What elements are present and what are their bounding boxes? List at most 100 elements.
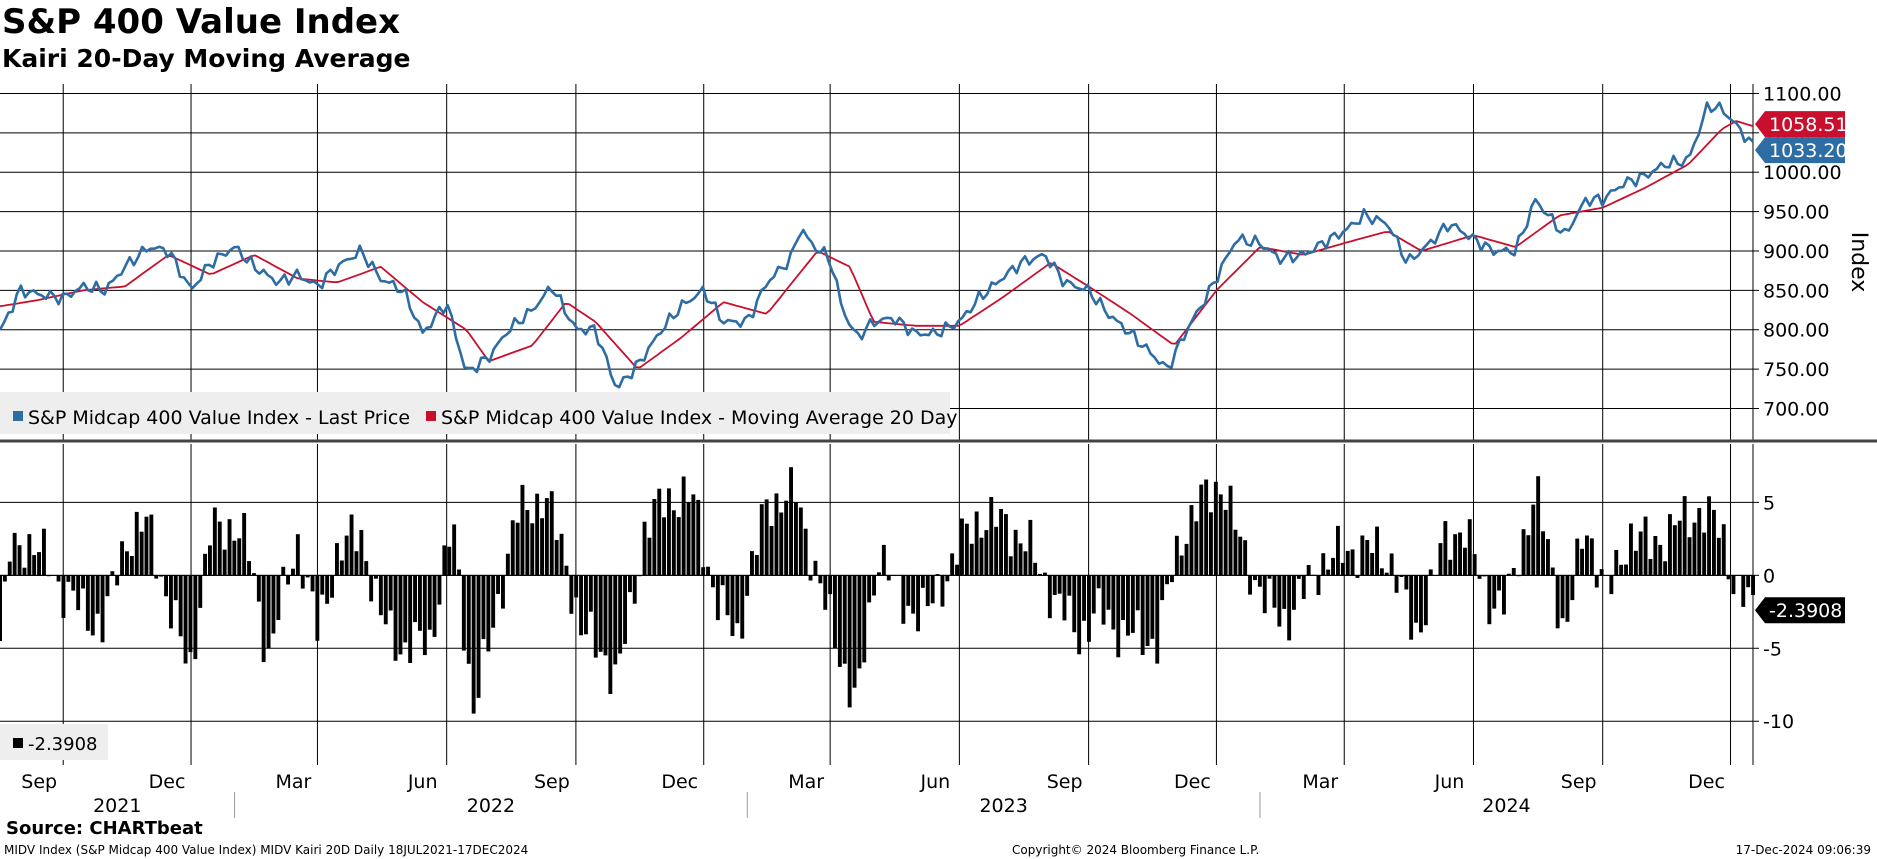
price-last-value-tag: 1033.20 [1755, 137, 1848, 164]
price-tick-label-6: 800.00 [1763, 320, 1829, 342]
year-label-1: 2022 [467, 795, 515, 817]
kairi-bar-193 [940, 575, 945, 607]
kairi-bar-83 [403, 575, 408, 643]
kairi-bar-1 [2, 575, 7, 582]
kairi-bar-165 [803, 528, 808, 576]
kairi-bar-142 [691, 494, 696, 576]
kairi-bar-21 [100, 575, 105, 643]
kairi-bar-187 [911, 575, 916, 614]
kairi-bar-86 [418, 575, 422, 631]
kairi-bar-354 [1726, 575, 1731, 580]
kairi-bar-254 [1238, 536, 1243, 576]
kairi-bar-304 [1482, 575, 1487, 577]
kairi-bar-154 [750, 551, 754, 576]
month-label-10: Mar [1302, 771, 1338, 793]
kairi-bar-92 [447, 546, 452, 576]
kairi-bar-285 [1389, 553, 1394, 576]
month-label-3: Jun [407, 771, 438, 793]
kairi-bar-321 [1565, 575, 1570, 622]
kairi-bar-288 [1404, 575, 1409, 590]
kairi-bar-180 [877, 572, 881, 576]
kairi-bar-220 [1072, 575, 1077, 633]
month-label-11: Jun [1434, 771, 1465, 793]
kairi-bar-197 [960, 518, 964, 576]
price-tick-label-2: 1000.00 [1763, 162, 1842, 184]
month-label-1: Dec [149, 771, 186, 793]
kairi-last-value-tag: -2.3908 [1755, 597, 1845, 624]
kairi-bar-182 [886, 575, 891, 581]
kairi-bar-359 [1751, 575, 1755, 595]
kairi-bar-241 [1174, 535, 1179, 576]
kairi-bar-190 [925, 575, 930, 607]
kairi-bar-249 [1213, 481, 1218, 576]
price-legend-label: S&P Midcap 400 Value Index - Last Price [28, 407, 410, 429]
kairi-bar-90 [437, 575, 442, 605]
kairi-bar-299 [1458, 532, 1462, 576]
price-lines [0, 101, 1754, 389]
kairi-bar-5 [22, 567, 27, 576]
kairi-bar-301 [1467, 519, 1472, 576]
kairi-bar-357 [1741, 575, 1746, 607]
kairi-bar-267 [1301, 575, 1306, 599]
kairi-bar-327 [1594, 575, 1599, 588]
kairi-bar-268 [1306, 565, 1311, 576]
kairi-bar-129 [628, 575, 632, 593]
price-tick-label-3: 950.00 [1763, 202, 1829, 224]
footer-description: MIDV Index (S&P Midcap 400 Value Index) … [4, 843, 529, 857]
month-label-2: Mar [276, 771, 312, 793]
kairi-bars [0, 467, 1755, 714]
kairi-bar-358 [1746, 575, 1751, 588]
kairi-bar-38 [183, 575, 188, 664]
kairi-bar-192 [935, 574, 940, 576]
kairi-tick-label-0: 5 [1763, 492, 1775, 514]
kairi-bar-300 [1463, 547, 1467, 576]
kairi-bar-326 [1589, 538, 1594, 576]
kairi-bar-303 [1477, 575, 1482, 579]
kairi-bar-189 [920, 575, 925, 588]
kairi-bar-150 [730, 575, 735, 636]
kairi-bar-258 [1257, 575, 1262, 587]
kairi-bar-181 [881, 544, 886, 576]
kairi-bar-234 [1140, 575, 1145, 655]
kairi-bar-102 [496, 575, 500, 594]
svg-text:-2.3908: -2.3908 [1769, 600, 1842, 622]
kairi-tick-label-3: -10 [1763, 711, 1794, 733]
kairi-bar-12 [56, 575, 61, 582]
kairi-bar-108 [525, 510, 530, 576]
kairi-bar-212 [1033, 562, 1038, 576]
kairi-bar-247 [1204, 479, 1209, 576]
kairi-bar-275 [1340, 562, 1345, 576]
kairi-bar-188 [916, 575, 920, 632]
kairi-bar-139 [676, 517, 681, 576]
kairi-bar-15 [71, 575, 76, 591]
kairi-bar-174 [847, 575, 852, 708]
kairi-bar-315 [1536, 476, 1541, 576]
kairi-bar-6 [27, 534, 32, 576]
kairi-bar-215 [1047, 575, 1052, 619]
kairi-bar-78 [378, 575, 383, 616]
kairi-bar-85 [413, 575, 417, 623]
kairi-bar-79 [383, 575, 388, 625]
kairi-bar-255 [1243, 540, 1248, 576]
kairi-bar-333 [1624, 564, 1628, 576]
kairi-bar-117 [569, 575, 574, 614]
price-y-axis-title: Index [1846, 232, 1871, 293]
kairi-bar-23 [110, 571, 115, 576]
kairi-tick-label-1: 0 [1763, 565, 1775, 587]
kairi-bar-219 [1067, 575, 1072, 596]
kairi-bar-256 [1248, 575, 1252, 595]
kairi-bar-208 [1013, 529, 1018, 576]
kairi-bar-235 [1145, 575, 1150, 646]
kairi-bar-168 [818, 575, 823, 584]
kairi-bar-344 [1677, 520, 1682, 576]
kairi-bar-37 [178, 575, 183, 637]
kairi-bar-84 [408, 575, 413, 663]
kairi-bar-17 [81, 575, 85, 589]
kairi-bar-176 [857, 575, 862, 669]
kairi-bar-105 [510, 520, 515, 576]
kairi-bar-7 [32, 555, 37, 576]
kairi-bar-70 [339, 560, 344, 576]
ma-last-value-tag: 1058.51 [1755, 111, 1848, 138]
kairi-bar-97 [471, 575, 476, 714]
kairi-bar-101 [491, 575, 496, 628]
